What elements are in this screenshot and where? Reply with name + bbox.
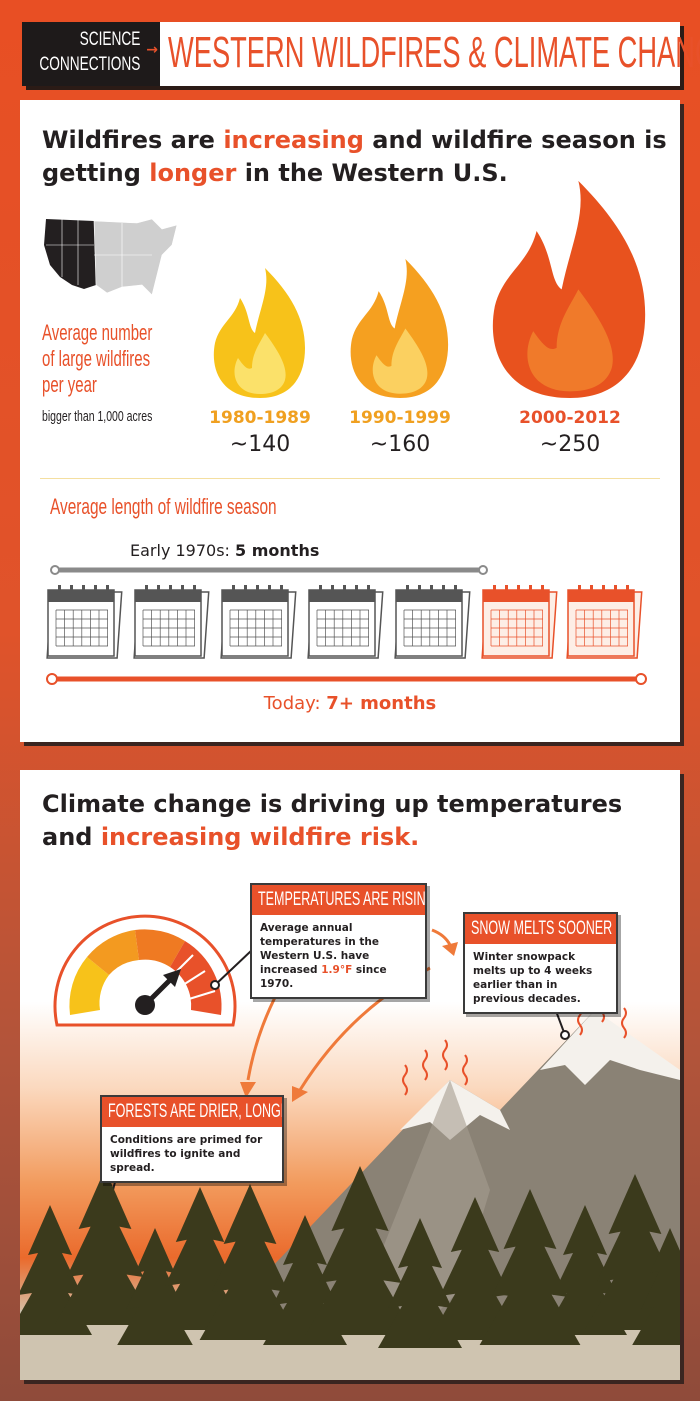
heading-text: Climate change is driving up temperature… [42,790,623,818]
fires-label-line: Average number [42,320,153,345]
page-title: WESTERN WILDFIRES & CLIMATE CHANGE [168,28,700,77]
calendar-icon [394,585,471,659]
fires-label-line: of large wildfires [42,346,151,371]
flame-icon [492,180,646,398]
today-value: 7+ months [326,693,437,714]
arrow-icon: → [146,42,158,58]
tree-icon [153,1187,247,1330]
period-years: 1980-1989 [209,408,311,428]
series-line-1: SCIENCE [79,29,140,50]
temps-text-1: Average annual temperatures in the Weste… [260,922,380,976]
bar-end [478,565,488,575]
today-text: Today: [263,693,327,714]
temps-text: Average annual temperatures in the Weste… [252,915,425,997]
forests-text: Conditions are primed for wildfires to i… [110,1134,263,1174]
heading-highlight: longer [149,159,237,187]
thermometer-gauge-icon [53,914,237,1027]
wildfire-panel: Wildfires are increasing and wildfire se… [20,100,680,742]
period-count: ~140 [229,432,291,457]
tree-icon [20,1205,92,1335]
heading-text: getting [42,159,150,187]
temps-highlight: 1.9°F [321,964,353,976]
forests-callout: FORESTS ARE DRIER, LONGER Conditions are… [100,1095,284,1183]
climate-panel: Climate change is driving up temperature… [20,770,680,1380]
snow-text: Winter snowpack melts up to 4 weeks earl… [473,951,593,1005]
heading-text: Wildfires are [42,126,224,154]
forests-title: FORESTS ARE DRIER, LONGER [108,1101,282,1122]
early-value: 5 months [235,541,320,560]
calendar-icon [220,585,297,659]
bar-end [46,673,58,685]
flames-chart [213,180,646,398]
flame-icon [213,268,305,398]
calendar-icon [481,585,558,659]
calendar-icon [46,585,123,659]
heading-text: in the Western U.S. [236,159,508,187]
tree-icon [54,1169,156,1325]
early-text: Early 1970s: [130,541,236,560]
divider [40,478,660,479]
heading-highlight: increasing wildfire risk. [100,823,420,851]
period-years: 1990-1999 [349,408,451,428]
period-years: 2000-2012 [519,408,621,428]
early-label: Early 1970s: 5 months [130,541,319,560]
tree-icon [378,1218,462,1348]
bar-end [635,673,647,685]
us-map-icon [44,218,178,296]
fires-label-sub: bigger than 1,000 acres [42,408,153,425]
calendar-icon [307,585,384,659]
tree-icon [428,1197,522,1340]
series-line-2: CONNECTIONS [38,54,140,75]
heading-text: and [42,823,101,851]
fires-label: Average number of large wildfires per ye… [42,320,204,426]
temps-title: TEMPERATURES ARE RISING [258,889,425,910]
fires-label-line: per year [42,372,97,397]
temps-callout: TEMPERATURES ARE RISING Average annual t… [250,883,427,999]
snow-callout: SNOW MELTS SOONER Winter snowpack melts … [463,912,618,1014]
section1-heading: Wildfires are increasing and wildfire se… [42,124,672,190]
heading-highlight: increasing [223,126,364,154]
today-label: Today: 7+ months [20,693,680,714]
calendar-icon [566,585,643,659]
series-badge: SCIENCE CONNECTIONS → [22,22,162,86]
tree-icon [305,1166,415,1335]
flame-icon [350,259,449,398]
season-graphic [46,565,647,685]
bar-end [50,565,60,575]
section2-heading: Climate change is driving up temperature… [42,788,672,854]
period-count: ~250 [539,432,601,457]
title-banner: WESTERN WILDFIRES & CLIMATE CHANGE [160,22,700,86]
period-count: ~160 [369,432,431,457]
tree-icon [479,1189,581,1345]
scene [20,914,680,1380]
tree-icons [20,1166,680,1348]
temps-text-2: since 1970. [260,964,387,990]
snow-title: SNOW MELTS SOONER [471,918,613,939]
tree-icon [632,1228,680,1345]
season-title: Average length of wildfire season [50,494,277,519]
heading-text: and wildfire season is [363,126,667,154]
calendar-icon [133,585,210,659]
